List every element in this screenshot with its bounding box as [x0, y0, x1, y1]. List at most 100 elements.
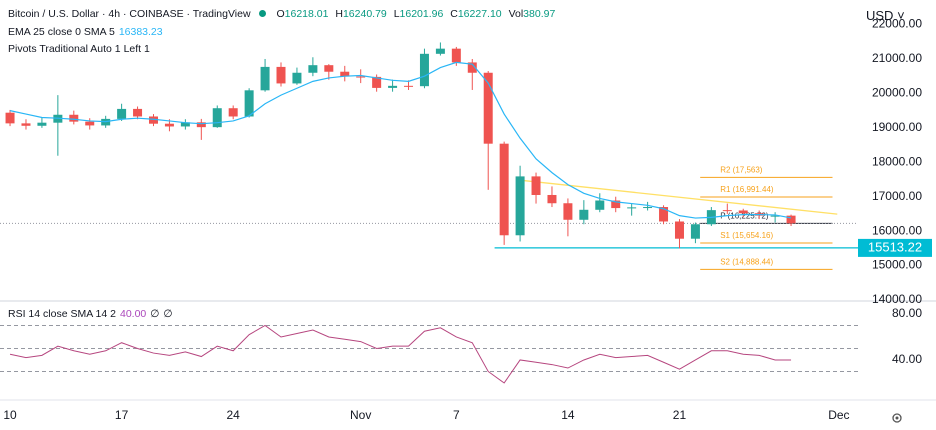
candle-body	[547, 194, 557, 204]
rsi-line	[9, 324, 792, 384]
candle-body	[659, 207, 669, 222]
x-tick-label: 21	[673, 408, 687, 422]
ohlc-key: L	[393, 8, 400, 20]
ohlc-key: Vol	[508, 8, 524, 20]
indicator-name: RSI 14 close SMA 14 2	[8, 308, 116, 320]
symbol-title: Bitcoin / U.S. Dollar · 4h · COINBASE · …	[8, 8, 251, 20]
price-tag-label: 15513.22	[868, 239, 922, 254]
pivot-label: S2 (14,888.44)	[720, 258, 773, 267]
ohlc-value: 380.97	[523, 8, 556, 20]
candle-body	[5, 112, 15, 124]
indicator-value: 16383.23	[118, 26, 163, 38]
candle-body	[196, 122, 206, 128]
gear-hub[interactable]	[895, 416, 899, 420]
symbol-legend[interactable]: Bitcoin / U.S. Dollar · 4h · COINBASE · …	[8, 8, 559, 20]
indicator-name: Pivots Traditional Auto 1 Left 1	[8, 43, 150, 55]
candle-body	[133, 108, 143, 117]
ohlc-value: 16218.01	[284, 8, 329, 20]
candle-body	[388, 85, 398, 88]
candle-body	[372, 76, 382, 88]
x-tick-label: 7	[453, 408, 460, 422]
candle-body	[69, 114, 79, 122]
ema-line	[9, 61, 792, 219]
candle-body	[260, 66, 270, 91]
candle-body	[37, 122, 47, 126]
ema-legend[interactable]: EMA 25 close 0 SMA 5 16383.23	[8, 26, 167, 38]
candle-body	[324, 65, 334, 72]
indicator-value: ∅	[150, 308, 160, 320]
candle-body	[164, 123, 174, 127]
pivots-legend[interactable]: Pivots Traditional Auto 1 Left 1	[8, 43, 154, 55]
candle-body	[340, 71, 350, 77]
x-tick-label: 10	[3, 408, 17, 422]
ohlc-key: C	[450, 8, 458, 20]
x-tick-label: 14	[561, 408, 575, 422]
candle-body	[595, 200, 605, 210]
y-tick-label: 21000.00	[872, 51, 922, 65]
y-tick-label: 20000.00	[872, 86, 922, 100]
pivot-label: R1 (16,991.44)	[720, 185, 774, 194]
trend-line	[520, 179, 838, 215]
candle-body	[467, 62, 477, 73]
settings-icon[interactable]	[892, 413, 902, 423]
candle-body	[180, 122, 190, 127]
ohlc-value: 16240.79	[342, 8, 387, 20]
indicator-name: EMA 25 close 0 SMA 5	[8, 26, 115, 38]
y-tick-label: 16000.00	[872, 223, 922, 237]
candle-body	[722, 210, 732, 212]
candle-body	[117, 108, 127, 119]
x-tick-label: Nov	[350, 408, 371, 422]
candle-body	[21, 123, 31, 126]
candle-body	[356, 76, 366, 78]
candle-body	[419, 53, 429, 87]
ohlc-open: O16218.01	[276, 8, 328, 20]
indicator-value: ∅	[163, 308, 173, 320]
candle-body	[531, 176, 541, 195]
ohlc-key: O	[276, 8, 285, 20]
indicator-value: 40.00	[119, 308, 147, 320]
candle-body	[435, 48, 445, 54]
candle-body	[674, 221, 684, 239]
candle-body	[690, 224, 700, 239]
ohlc-close: C16227.10	[450, 8, 501, 20]
pivot-label: R2 (17,563)	[720, 165, 763, 174]
pivot-label: S1 (15,654.16)	[720, 231, 773, 240]
x-tick-label: Dec	[828, 408, 849, 422]
candle-body	[786, 215, 796, 224]
ohlc-value: 16227.10	[457, 8, 502, 20]
candle-body	[483, 72, 493, 144]
candle-body	[228, 108, 238, 117]
y-tick-label: 14000.00	[872, 292, 922, 306]
candle-body	[85, 121, 95, 126]
ohlc-high: H16240.79	[335, 8, 386, 20]
y-tick-label: 15000.00	[872, 258, 922, 272]
candle-body	[499, 143, 509, 236]
candle-body	[212, 108, 222, 128]
candle-body	[627, 207, 637, 209]
y-tick-label: 22000.00	[872, 17, 922, 31]
candle-body	[770, 215, 780, 217]
y-tick-label: 40.00	[892, 352, 922, 366]
candle-body	[308, 65, 318, 73]
pivot-label: P (16,225.72)	[720, 211, 769, 220]
currency-selector[interactable]: USD ˅	[866, 8, 905, 23]
candle-body	[244, 90, 254, 117]
candle-body	[451, 48, 461, 63]
candle-body	[579, 209, 589, 220]
y-tick-label: 80.00	[892, 306, 922, 320]
rsi-legend[interactable]: RSI 14 close SMA 14 2 40.00 ∅ ∅	[8, 308, 177, 320]
x-tick-label: 17	[115, 408, 129, 422]
currency: USD	[866, 8, 894, 23]
gear-ring[interactable]	[892, 413, 902, 423]
candle-body	[611, 200, 621, 209]
y-tick-label: 18000.00	[872, 154, 922, 168]
candle-body	[276, 66, 286, 84]
price-tag	[858, 238, 932, 257]
candle-body	[738, 210, 748, 214]
status-dot	[258, 10, 266, 17]
candle-body	[148, 116, 158, 124]
ohlc-key: H	[335, 8, 343, 20]
ohlc-volume: Vol380.97	[509, 8, 556, 20]
